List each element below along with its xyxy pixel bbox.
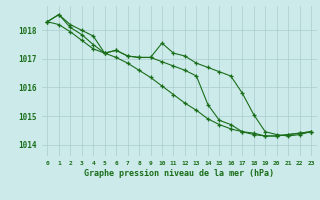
- X-axis label: Graphe pression niveau de la mer (hPa): Graphe pression niveau de la mer (hPa): [84, 169, 274, 178]
